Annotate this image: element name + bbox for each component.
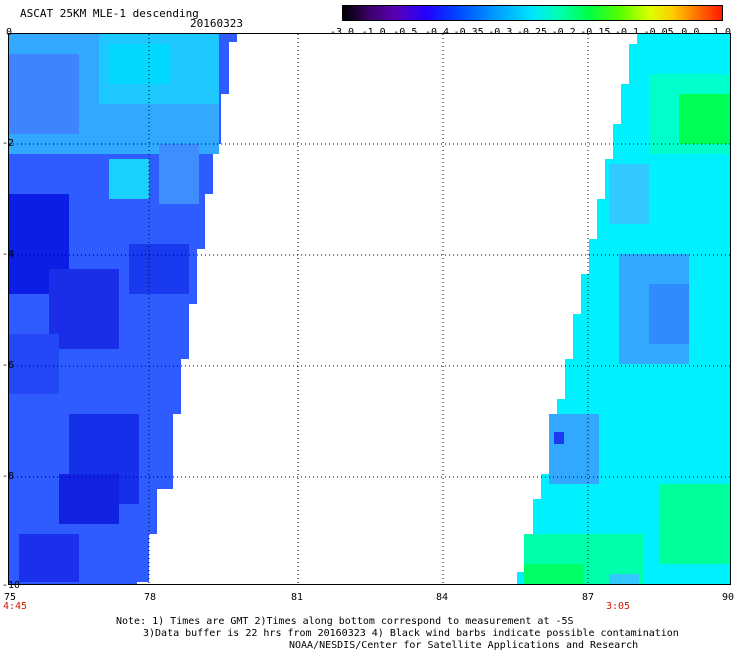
x-axis-label-5: 90 xyxy=(721,592,735,603)
y-axis-label-5: -10 xyxy=(2,580,21,591)
colorbar xyxy=(342,5,723,21)
colorbar-tick-label: -0.15 xyxy=(580,27,610,38)
note-line-2: 3)Data buffer is 22 hrs from 20160323 4)… xyxy=(143,628,679,639)
y-axis-label-0: 0 xyxy=(6,27,13,38)
colorbar-tick-label: -0.4 xyxy=(425,27,449,38)
map-date: 20160323 xyxy=(190,17,243,30)
right-swath-patches xyxy=(524,74,730,584)
time-right: 3:05 xyxy=(606,601,631,612)
colorbar-tick-label: -0.1 xyxy=(615,27,639,38)
map-title: ASCAT 25KM MLE-1 descending xyxy=(20,7,199,20)
note-line-3: NOAA/NESDIS/Center for Satellite Applica… xyxy=(289,640,639,651)
x-axis-label-2: 81 xyxy=(290,592,304,603)
colorbar-ticks: -3.0-1.0-0.5-0.4-0.35-0.3-0.25-0.2-0.15-… xyxy=(330,27,735,39)
x-axis-label-4: 87 xyxy=(581,592,595,603)
y-axis-label-3: -6 xyxy=(2,360,15,371)
x-axis-label-3: 84 xyxy=(435,592,449,603)
x-axis-label-1: 78 xyxy=(143,592,157,603)
time-left: 4:45 xyxy=(3,601,28,612)
colorbar-tick-label: -0.2 xyxy=(552,27,576,38)
map-grid xyxy=(9,34,730,584)
y-axis-label-1: -2 xyxy=(2,138,15,149)
colorbar-tick-label: -1.0 xyxy=(362,27,386,38)
colorbar-tick-label: -3.0 xyxy=(330,27,354,38)
colorbar-tick-label: 1.0 xyxy=(713,27,731,38)
colorbar-tick-label: -0.25 xyxy=(517,27,547,38)
note-line-1: Note: 1) Times are GMT 2)Times along bot… xyxy=(116,616,574,627)
colorbar-tick-label: -0.3 xyxy=(488,27,512,38)
map-plot xyxy=(8,33,731,585)
y-axis-label-4: -8 xyxy=(2,471,15,482)
colorbar-tick-label: -0.35 xyxy=(454,27,484,38)
colorbar-tick-label: -0.05 xyxy=(644,27,674,38)
left-swath-patches xyxy=(9,34,219,582)
x-axis-label-0: 75 xyxy=(3,592,17,603)
y-axis-label-2: -4 xyxy=(2,249,15,260)
swath-map-svg xyxy=(9,34,730,584)
colorbar-tick-label: 0.0 xyxy=(681,27,699,38)
colorbar-tick-label: -0.5 xyxy=(393,27,417,38)
footnotes: Note: 1) Times are GMT 2)Times along bot… xyxy=(116,616,679,652)
